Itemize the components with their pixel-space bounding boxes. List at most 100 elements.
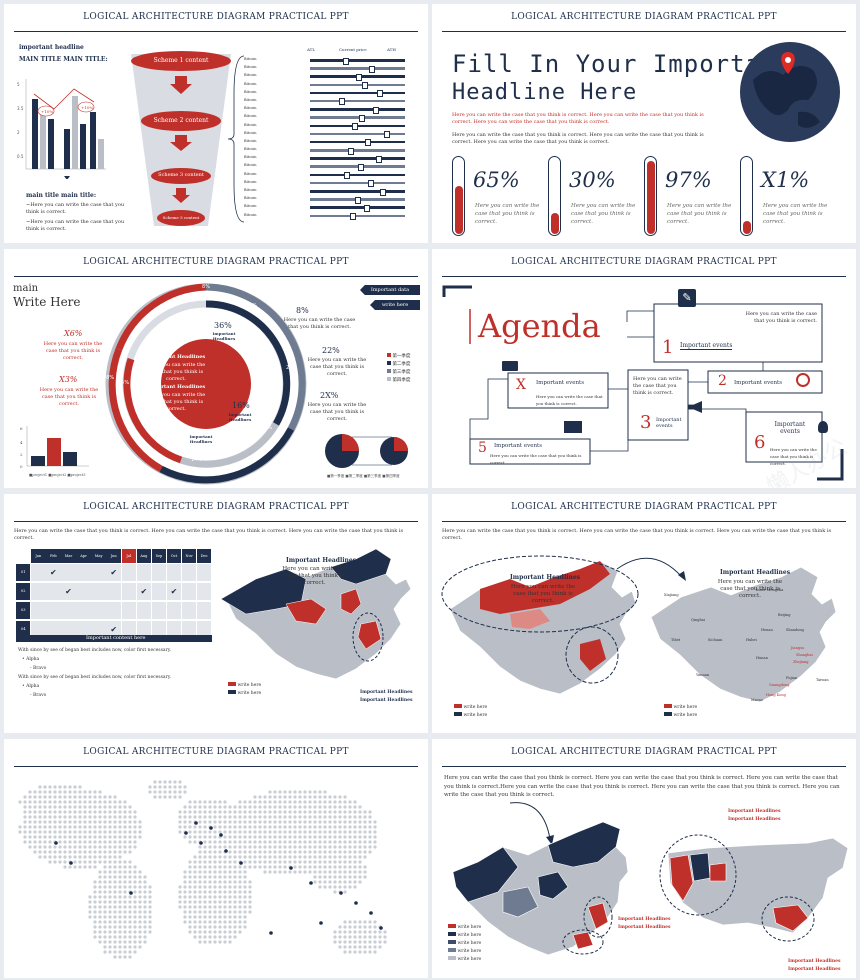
slide-7[interactable]: LOGICAL ARCHITECTURE DIAGRAM PRACTICAL P… bbox=[4, 739, 428, 978]
map-marker[interactable] bbox=[194, 821, 198, 825]
calendar-cell[interactable] bbox=[91, 564, 106, 581]
slide-3[interactable]: LOGICAL ARCHITECTURE DIAGRAM PRACTICAL P… bbox=[4, 249, 428, 488]
calendar-cell[interactable] bbox=[61, 564, 76, 581]
map-marker[interactable] bbox=[354, 901, 358, 905]
calendar-cell[interactable] bbox=[46, 621, 61, 638]
map-dot bbox=[318, 845, 322, 849]
calendar-cell[interactable] bbox=[181, 564, 197, 581]
range-marker bbox=[365, 139, 372, 147]
map-marker[interactable] bbox=[379, 926, 383, 930]
calendar-cell[interactable] bbox=[151, 583, 167, 600]
calendar-cell[interactable] bbox=[31, 621, 46, 638]
range-marker bbox=[343, 57, 350, 65]
map-dot bbox=[103, 815, 107, 819]
slide-8[interactable]: LOGICAL ARCHITECTURE DIAGRAM PRACTICAL P… bbox=[432, 739, 856, 978]
right-text-1: Here you can write the case that you thi… bbox=[283, 317, 356, 330]
calendar-cell[interactable] bbox=[196, 583, 212, 600]
calendar-cell[interactable]: ✔ bbox=[106, 564, 121, 581]
map-dot bbox=[108, 840, 112, 844]
slide-2[interactable]: LOGICAL ARCHITECTURE DIAGRAM PRACTICAL P… bbox=[432, 4, 856, 243]
calendar-cell[interactable] bbox=[76, 621, 91, 638]
map-marker[interactable] bbox=[129, 891, 133, 895]
map-dot bbox=[78, 785, 82, 789]
calendar-cell[interactable] bbox=[181, 621, 197, 638]
calendar-cell[interactable] bbox=[61, 621, 76, 638]
range-marker bbox=[367, 180, 374, 188]
calendar-cell[interactable] bbox=[151, 602, 167, 619]
calendar-cell[interactable] bbox=[76, 602, 91, 619]
tag-important-data[interactable]: Important data bbox=[360, 285, 420, 295]
map-dot bbox=[148, 785, 152, 789]
map-marker[interactable] bbox=[54, 841, 58, 845]
map-dot bbox=[103, 820, 107, 824]
calendar-cell[interactable] bbox=[166, 621, 182, 638]
calendar-cell[interactable] bbox=[46, 583, 61, 600]
map-marker[interactable] bbox=[224, 849, 228, 853]
map-marker[interactable] bbox=[199, 841, 203, 845]
cart-icon bbox=[502, 361, 518, 371]
calendar-cell[interactable] bbox=[196, 621, 212, 638]
calendar-cell[interactable] bbox=[76, 564, 91, 581]
calendar-cell[interactable]: ✔ bbox=[136, 583, 152, 600]
calendar-cell[interactable] bbox=[136, 564, 152, 581]
map-marker[interactable] bbox=[184, 831, 188, 835]
calendar-cell[interactable] bbox=[121, 621, 136, 638]
calendar-cell[interactable] bbox=[196, 564, 212, 581]
calendar-cell[interactable] bbox=[181, 602, 197, 619]
calendar-cell[interactable]: ✔ bbox=[166, 583, 182, 600]
map-marker[interactable] bbox=[269, 931, 273, 935]
map-marker[interactable] bbox=[289, 866, 293, 870]
calendar-cell[interactable] bbox=[166, 602, 182, 619]
calendar-cell[interactable] bbox=[106, 583, 121, 600]
map-dot bbox=[93, 815, 97, 819]
slide-1[interactable]: LOGICAL ARCHITECTURE DIAGRAM PRACTICAL P… bbox=[4, 4, 428, 243]
calendar-cell[interactable] bbox=[31, 564, 46, 581]
map-marker[interactable] bbox=[319, 921, 323, 925]
map-dot bbox=[233, 910, 237, 914]
pct-label-b: +10% bbox=[81, 105, 93, 110]
calendar-cell[interactable]: ✔ bbox=[61, 583, 76, 600]
calendar-cell[interactable] bbox=[196, 602, 212, 619]
calendar-cell[interactable] bbox=[136, 621, 152, 638]
calendar-cell[interactable] bbox=[106, 602, 121, 619]
map-marker[interactable] bbox=[309, 881, 313, 885]
calendar-cell[interactable] bbox=[121, 564, 136, 581]
map-marker[interactable] bbox=[219, 833, 223, 837]
calendar-cell[interactable]: ✔ bbox=[106, 621, 121, 638]
calendar-cell[interactable] bbox=[166, 564, 182, 581]
legend-2: write here bbox=[457, 933, 482, 938]
slide-4[interactable]: LOGICAL ARCHITECTURE DIAGRAM PRACTICAL P… bbox=[432, 249, 856, 488]
calendar-cell[interactable] bbox=[151, 564, 167, 581]
map-marker[interactable] bbox=[339, 891, 343, 895]
slide-6[interactable]: LOGICAL ARCHITECTURE DIAGRAM PRACTICAL P… bbox=[432, 494, 856, 733]
calendar-cell[interactable] bbox=[121, 602, 136, 619]
map-marker[interactable] bbox=[239, 861, 243, 865]
calendar-cell[interactable] bbox=[61, 602, 76, 619]
tag-write-here[interactable]: write here bbox=[370, 300, 420, 310]
calendar-cell[interactable] bbox=[121, 583, 136, 600]
calendar-cell[interactable] bbox=[76, 583, 91, 600]
calendar-cell[interactable] bbox=[136, 602, 152, 619]
slide-5[interactable]: LOGICAL ARCHITECTURE DIAGRAM PRACTICAL P… bbox=[4, 494, 428, 733]
calendar-cell[interactable] bbox=[31, 602, 46, 619]
calendar-cell[interactable] bbox=[91, 602, 106, 619]
map-marker[interactable] bbox=[69, 861, 73, 865]
calendar-cell[interactable] bbox=[46, 602, 61, 619]
map-marker[interactable] bbox=[209, 826, 213, 830]
map-dot bbox=[128, 930, 132, 934]
map-dot bbox=[278, 795, 282, 799]
calendar-cell[interactable] bbox=[151, 621, 167, 638]
calendar-cell[interactable] bbox=[91, 583, 106, 600]
map-marker[interactable] bbox=[369, 911, 373, 915]
map-dot bbox=[238, 905, 242, 909]
map-dot bbox=[203, 885, 207, 889]
calendar-cell[interactable] bbox=[181, 583, 197, 600]
calendar-cell[interactable] bbox=[31, 583, 46, 600]
map-dot bbox=[308, 815, 312, 819]
map-dot bbox=[23, 805, 27, 809]
map-dot bbox=[223, 870, 227, 874]
map-dot bbox=[108, 800, 112, 804]
calendar-cell[interactable]: ✔ bbox=[46, 564, 61, 581]
calendar-cell[interactable] bbox=[91, 621, 106, 638]
ring-head-low: Important Headlines bbox=[189, 434, 213, 444]
